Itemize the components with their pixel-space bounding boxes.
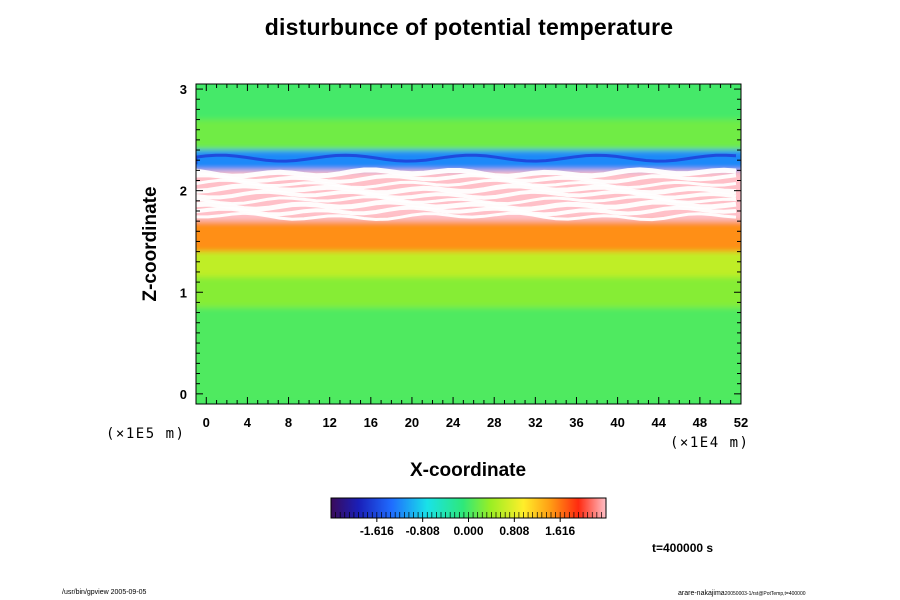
heatmap-band — [196, 84, 741, 120]
y-axis-label: Z-coordinate — [140, 186, 161, 302]
turbulence-streak — [196, 199, 737, 212]
y-tick-labels: 0 1 2 3 — [180, 82, 187, 402]
x-tick-label: 36 — [569, 415, 583, 430]
x-axis-unit: (×1E4 m) — [670, 435, 750, 451]
heatmap-band — [196, 251, 741, 278]
x-tick-label: 24 — [446, 415, 461, 430]
turbulence-streak — [196, 167, 737, 179]
x-tick-label: 48 — [693, 415, 707, 430]
heatmap-band — [196, 119, 741, 151]
colorbar-label: 0.808 — [499, 524, 529, 538]
turbulence-streak — [196, 195, 737, 206]
footer-left: /usr/bin/gpview 2005-09-05 — [62, 589, 147, 596]
x-tick-label: 8 — [285, 415, 292, 430]
y-tick-label: 2 — [180, 184, 187, 199]
x-tick-labels: 0 4 8 12 16 20 24 28 32 36 40 44 48 52 — [203, 415, 749, 430]
footer-right: arare-nakajima20050003-1/rst@PotTemp,t=4… — [678, 590, 806, 597]
footer-right-small: 20050003-1/rst@PotTemp,t=400000 — [724, 591, 806, 597]
turbulence-streak — [196, 153, 737, 165]
heatmap-band — [196, 221, 741, 252]
x-tick-label: 32 — [528, 415, 542, 430]
x-tick-label: 16 — [364, 415, 378, 430]
colorbar-label: 0.000 — [453, 524, 483, 538]
x-tick-label: 44 — [652, 415, 667, 430]
turbulence-streak — [196, 183, 737, 196]
colorbar-ticks — [330, 512, 607, 522]
x-tick-label: 40 — [610, 415, 624, 430]
heatmap-band — [196, 277, 741, 308]
colorbar-labels: -1.616 -0.808 0.000 0.808 1.616 — [360, 524, 576, 538]
time-label: t=400000 s — [652, 541, 714, 555]
chart-title: disturbunce of potential temperature — [264, 14, 674, 40]
x-axis-label: X-coordinate — [409, 460, 527, 481]
turbulence-streak — [196, 178, 737, 190]
x-tick-label: 0 — [203, 415, 210, 430]
plot-frame — [195, 83, 742, 405]
axis-ticks — [196, 84, 742, 405]
footer-right-main: arare-nakajima — [678, 590, 725, 597]
heatmap-field — [196, 84, 741, 404]
y-axis-unit: (×1E5 m) — [106, 426, 186, 442]
colorbar-label: 1.616 — [545, 524, 575, 538]
x-tick-label: 20 — [405, 415, 419, 430]
colorbar-label: -0.808 — [406, 524, 440, 538]
x-tick-label: 4 — [244, 415, 252, 430]
y-tick-label: 0 — [180, 387, 187, 402]
x-tick-label: 12 — [322, 415, 336, 430]
turbulence-streak — [196, 211, 737, 222]
y-tick-label: 1 — [180, 285, 187, 300]
x-tick-label: 52 — [734, 415, 748, 430]
heatmap-band — [196, 307, 741, 404]
turbulence-streak — [196, 205, 737, 217]
y-tick-label: 3 — [180, 82, 187, 97]
x-tick-label: 28 — [487, 415, 501, 430]
colorbar-label: -1.616 — [360, 524, 394, 538]
turbulence-streak — [196, 173, 737, 184]
